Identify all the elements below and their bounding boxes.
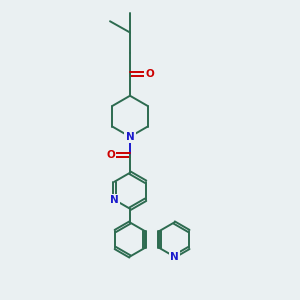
Text: N: N [126, 132, 134, 142]
Text: N: N [170, 251, 178, 262]
Text: O: O [106, 150, 115, 160]
Text: O: O [145, 69, 154, 79]
Text: N: N [110, 195, 119, 205]
